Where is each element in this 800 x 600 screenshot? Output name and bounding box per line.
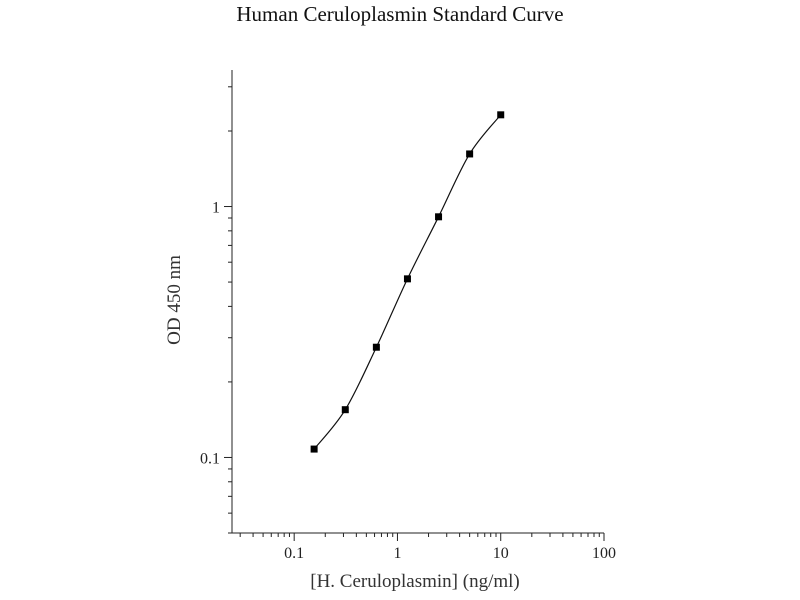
- data-points: [310, 111, 505, 453]
- x-tick-label: 100: [592, 545, 616, 562]
- x-tick-label: 10: [493, 545, 509, 562]
- y-tick-label: 1: [212, 200, 220, 217]
- data-point: [403, 275, 411, 283]
- x-tick-label: 1: [393, 545, 401, 562]
- tick-labels: 0.1 1 10 100 0.1 1: [200, 200, 616, 562]
- y-axis-label: OD 450 nm: [164, 255, 185, 345]
- y-tick-label: 0.1: [200, 450, 220, 467]
- chart-title: Human Ceruloplasmin Standard Curve: [236, 2, 564, 26]
- data-point: [341, 406, 349, 414]
- data-point: [435, 213, 443, 221]
- data-point: [466, 150, 474, 158]
- data-point: [372, 343, 380, 351]
- x-tick-label: 0.1: [284, 545, 304, 562]
- axes: [231, 70, 604, 534]
- data-point: [497, 111, 505, 119]
- data-point: [310, 445, 318, 453]
- ticks: [224, 86, 605, 541]
- x-axis-label: [H. Ceruloplasmin] (ng/ml): [310, 571, 520, 592]
